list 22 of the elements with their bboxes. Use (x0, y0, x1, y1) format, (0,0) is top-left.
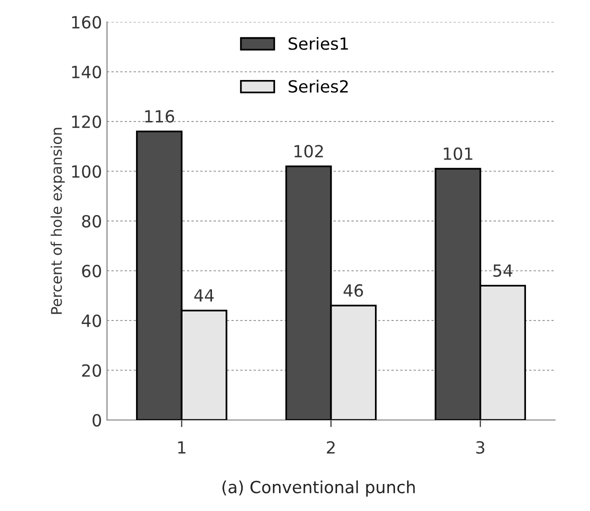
legend-label: Series2 (288, 80, 348, 93)
data-label: 101 (444, 147, 472, 160)
text: (a) Conventional punch (222, 480, 415, 497)
data-label: 102 (294, 144, 323, 158)
y-tick-label: 120 (72, 115, 102, 128)
data-label: 44 (194, 289, 214, 302)
legend-label: Series1 (288, 37, 348, 50)
data-label: 116 (145, 110, 174, 123)
y-tick-label: 20 (82, 364, 102, 377)
y-tick-label: 100 (72, 165, 102, 178)
data-label: 46 (344, 284, 363, 297)
y-tick-label: 140 (72, 66, 102, 78)
y-tick-label: 160 (72, 16, 102, 29)
data-label: 54 (493, 264, 512, 277)
y-tick-label: 40 (82, 314, 102, 328)
x-tick-label: 1 (178, 441, 186, 454)
x-tick-label: 2 (326, 441, 335, 454)
y-tick-label: 60 (82, 264, 102, 278)
y-tick-label: 0 (92, 414, 102, 427)
y-tick-label: 80 (82, 214, 102, 228)
y-axis-title: Percent of hole expansion (50, 128, 65, 314)
x-tick-label: 3 (476, 441, 484, 454)
